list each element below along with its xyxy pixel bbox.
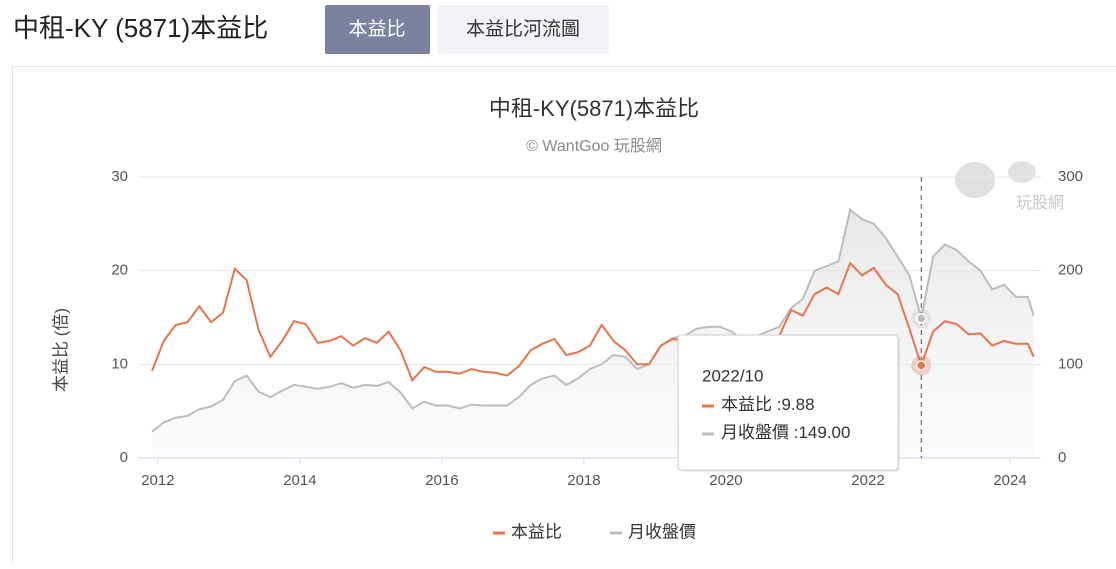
chart-subtitle: © WantGoo 玩股網: [526, 137, 662, 155]
y-tick-label: 0: [120, 449, 128, 466]
y-tick-label: 10: [111, 355, 128, 372]
tab-label[interactable]: 本益比河流圖: [466, 18, 580, 40]
tooltip-date: 2022/10: [702, 366, 763, 385]
tooltip-row: 本益比 :9.88: [721, 395, 815, 414]
x-tick-label: 2024: [993, 472, 1026, 489]
x-tick-label: 2012: [141, 472, 174, 489]
y2-tick-label: 200: [1058, 262, 1083, 279]
y-tick-label: 30: [111, 168, 128, 185]
tab-label[interactable]: 本益比: [348, 18, 405, 40]
y-tick-label: 20: [111, 262, 128, 279]
legend-label: 本益比: [511, 522, 562, 541]
chart-title: 中租-KY(5871)本益比: [489, 96, 699, 121]
hover-point: [917, 314, 926, 323]
tooltip-separator: :: [789, 423, 798, 442]
tooltip-separator: :: [772, 395, 781, 414]
tooltip-name: 本益比: [721, 395, 772, 414]
tooltip-value: 149.00: [798, 423, 850, 442]
x-tick-label: 2014: [283, 472, 316, 489]
x-tick-label: 2022: [851, 472, 884, 489]
y-axis-label: 本益比 (倍): [51, 308, 70, 392]
tooltip-value: 9.88: [781, 395, 814, 414]
x-tick-label: 2018: [567, 472, 600, 489]
tooltip-name: 月收盤價: [721, 423, 789, 442]
hover-point: [917, 361, 926, 370]
x-tick-label: 2016: [425, 472, 458, 489]
y2-tick-label: 0: [1058, 449, 1066, 466]
tooltip-row: 月收盤價 :149.00: [721, 423, 850, 442]
legend-label: 月收盤價: [628, 522, 696, 541]
y2-tick-label: 100: [1058, 355, 1083, 372]
y2-tick-label: 300: [1058, 168, 1083, 185]
x-tick-label: 2020: [709, 472, 742, 489]
page-title: 中租-KY (5871)本益比: [13, 13, 268, 43]
watermark: 玩股網: [1016, 194, 1064, 212]
